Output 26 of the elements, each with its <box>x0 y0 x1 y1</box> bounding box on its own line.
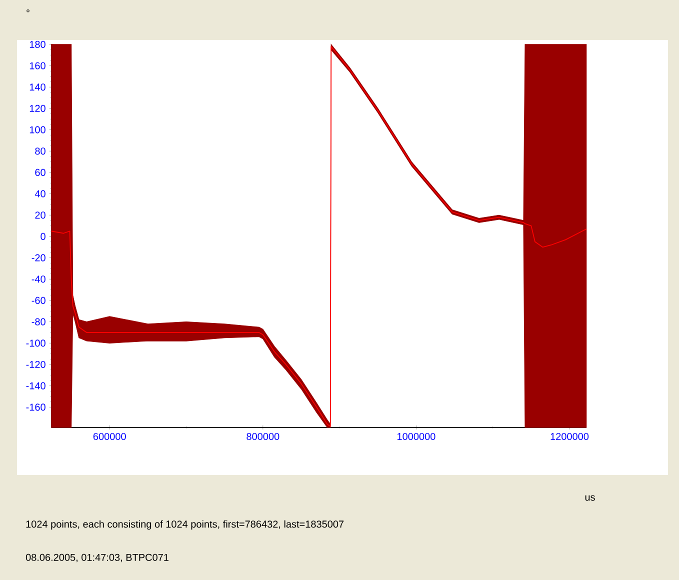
y-tick-label: 160 <box>30 62 46 70</box>
y-tick-label: -100 <box>26 340 46 347</box>
y-axis-title: ° <box>26 10 30 12</box>
y-tick-label: -20 <box>32 254 46 262</box>
y-tick-label: -140 <box>26 382 46 390</box>
y-tick-label: 40 <box>34 190 46 198</box>
y-tick-label: 180 <box>30 40 46 48</box>
y-tick-label: -80 <box>32 318 46 326</box>
text: 08.06.2005, 01:47:03, BTPC071 <box>26 554 168 562</box>
y-tick-label: -120 <box>26 360 46 368</box>
x-tick-label: 1200000 <box>550 432 589 440</box>
text: us <box>585 495 595 501</box>
x-tick-label: 600000 <box>93 432 126 440</box>
y-tick-label: -40 <box>32 276 46 283</box>
x-tick-label: 1000000 <box>398 432 436 440</box>
y-tick-label: 60 <box>35 168 46 176</box>
y-tick-label: -60 <box>32 296 46 304</box>
y-tick-label: 20 <box>35 212 46 219</box>
y-tick-label: 120 <box>30 104 46 112</box>
y-tick-label: 100 <box>30 126 46 134</box>
y-tick-label: 140 <box>30 84 46 91</box>
x-tick-label: 800000 <box>246 432 280 440</box>
text: 1024 points, each consisting of 1024 points, first=786432, last=1835007 <box>26 520 344 530</box>
y-tick-label: -160 <box>26 404 46 411</box>
y-tick-label: 0 <box>40 232 46 240</box>
y-tick-label: 80 <box>35 148 46 155</box>
